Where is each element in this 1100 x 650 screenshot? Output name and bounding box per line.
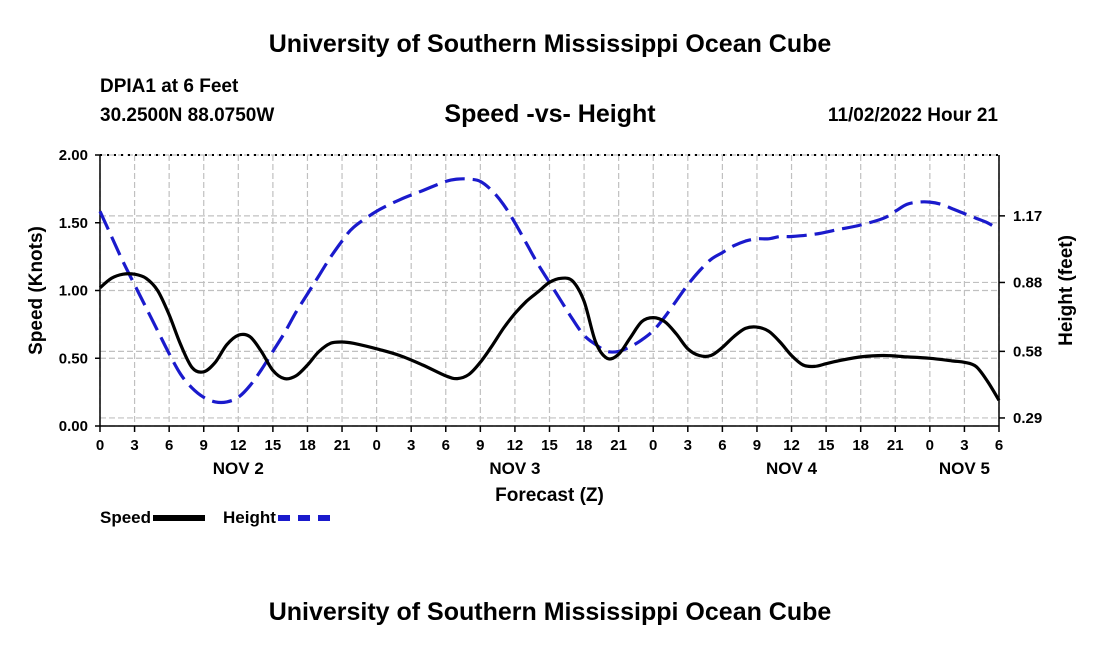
x-tick-label: 21 [887, 437, 904, 454]
y2-tick-label: 0.29 [1013, 410, 1042, 427]
x-tick-label: 18 [576, 437, 593, 454]
forecast-datetime: 11/02/2022 Hour 21 [827, 105, 998, 126]
chart-axes [95, 154, 1005, 432]
x-tick-label: 12 [783, 437, 800, 454]
legend-label-speed: Speed [100, 508, 152, 527]
y2-axis-title: Height (feet) [1056, 235, 1077, 346]
date-label: NOV 5 [939, 459, 990, 478]
date-label: NOV 2 [213, 459, 264, 478]
series-line-speed [98, 272, 1001, 402]
legend-swatch-height [277, 515, 330, 521]
y-tick-label: 1.00 [59, 283, 88, 300]
legend-swatch-speed [153, 515, 206, 521]
chart-title-bottom: University of Southern Mississippi Ocean… [268, 598, 832, 626]
y-axis-title: Speed (Knots) [26, 226, 47, 355]
x-tick-label: 21 [610, 437, 627, 454]
x-tick-label: 12 [507, 437, 524, 454]
chart-title-top: University of Southern Mississippi Ocean… [268, 30, 832, 58]
station-label: DPIA1 at 6 Feet [100, 76, 239, 97]
x-tick-label: 6 [442, 437, 450, 454]
x-tick-label: 3 [130, 437, 138, 454]
x-tick-label: 6 [995, 437, 1003, 454]
chart-series [98, 177, 1001, 405]
coordinates-label: 30.2500N 88.0750W [100, 105, 275, 126]
date-label: NOV 4 [766, 459, 818, 478]
legend: Speed Height [100, 508, 348, 528]
x-tick-label: 15 [541, 437, 558, 454]
y-tick-label: 0.00 [59, 418, 88, 435]
y2-tick-label: 0.58 [1013, 343, 1042, 360]
legend-label-height: Height [223, 508, 276, 527]
legend-item-speed: Speed [100, 508, 206, 528]
x-tick-label: 0 [926, 437, 934, 454]
legend-item-height: Height [223, 508, 330, 528]
x-tick-label: 3 [960, 437, 968, 454]
y-tick-label: 1.50 [59, 215, 88, 232]
y-tick-label: 0.50 [59, 350, 88, 367]
x-tick-label: 21 [334, 437, 351, 454]
x-tick-label: 12 [230, 437, 247, 454]
x-tick-label: 3 [684, 437, 692, 454]
x-tick-label: 3 [407, 437, 415, 454]
x-tick-label: 6 [718, 437, 726, 454]
x-tick-label: 15 [818, 437, 835, 454]
x-tick-label: 18 [299, 437, 316, 454]
x-tick-label: 0 [372, 437, 380, 454]
x-tick-label: 9 [476, 437, 484, 454]
x-tick-label: 15 [265, 437, 282, 454]
x-tick-label: 18 [852, 437, 869, 454]
y-tick-label: 2.00 [59, 147, 88, 164]
x-tick-label: 6 [165, 437, 173, 454]
x-tick-label: 9 [753, 437, 761, 454]
chart-subtitle: Speed -vs- Height [444, 100, 656, 128]
axis-labels: 0.00 0.50 1.00 1.50 2.00 0.29 0.58 0.88 1.17 0 3 6 9… [26, 147, 1077, 506]
grid-lines [99, 154, 1000, 427]
y2-tick-label: 0.88 [1013, 274, 1042, 291]
x-tick-label: 9 [200, 437, 208, 454]
x-tick-label: 0 [649, 437, 657, 454]
y2-tick-label: 1.17 [1013, 208, 1042, 225]
x-axis-title: Forecast (Z) [495, 485, 604, 506]
date-label: NOV 3 [489, 459, 540, 478]
x-tick-label: 0 [96, 437, 104, 454]
